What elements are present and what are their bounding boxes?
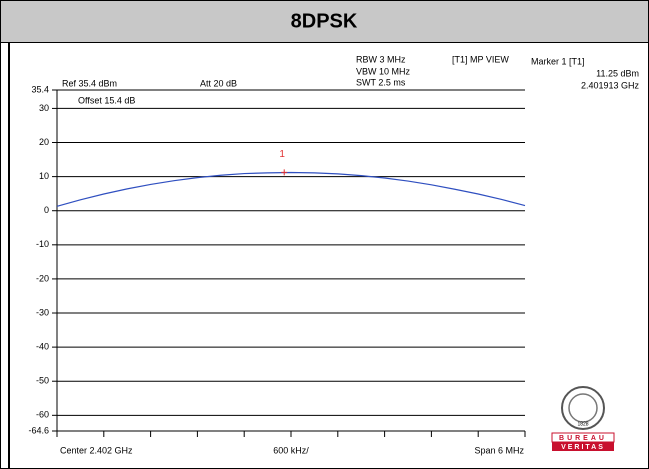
- y-tick-label: 35.4: [31, 84, 49, 94]
- y-tick-label: 30: [39, 103, 49, 113]
- logo-seal: [561, 386, 605, 430]
- title-bar: [0, 0, 649, 43]
- trace: [56, 171, 526, 207]
- span-label: Span 6 MHz: [474, 445, 524, 455]
- logo-year: 1828: [577, 421, 588, 427]
- marker-freq: 2.401913 GHz: [581, 80, 640, 90]
- rbw-label: RBW 3 MHz: [356, 54, 406, 64]
- y-tick-label: -60: [36, 410, 49, 420]
- logo: 1828 BUREAU VERITAS: [551, 386, 615, 451]
- y-tick-label: -64.6: [28, 425, 49, 435]
- y-tick-label: 0: [44, 205, 49, 215]
- y-tick-label: 20: [39, 137, 49, 147]
- center-label: Center 2.402 GHz: [60, 445, 133, 455]
- div-label: 600 kHz/: [273, 445, 309, 455]
- marker: [281, 169, 288, 176]
- y-tick-label: 10: [39, 171, 49, 181]
- marker-value: 11.25 dBm: [596, 68, 639, 78]
- offset-label: Offset 15.4 dB: [78, 95, 135, 105]
- y-tick-label: -50: [36, 376, 49, 386]
- view-label: [T1] MP VIEW: [452, 54, 509, 64]
- vbw-label: VBW 10 MHz: [356, 66, 411, 76]
- marker-title: Marker 1 [T1]: [531, 56, 585, 66]
- y-tick-label: -10: [36, 239, 49, 249]
- y-tick-label: -30: [36, 307, 49, 317]
- swt-label: SWT 2.5 ms: [356, 77, 406, 87]
- y-tick-label: -20: [36, 273, 49, 283]
- logo-word: VERITAS: [561, 444, 605, 451]
- ref-label: Ref 35.4 dBm: [62, 78, 117, 88]
- att-label: Att 20 dB: [200, 78, 237, 88]
- logo-box: [552, 442, 614, 451]
- logo-word: BUREAU: [559, 435, 607, 442]
- title: 8DPSK: [291, 10, 358, 32]
- marker-label: 1: [279, 149, 285, 160]
- y-tick-label: -40: [36, 341, 49, 351]
- logo-ring: [568, 393, 598, 423]
